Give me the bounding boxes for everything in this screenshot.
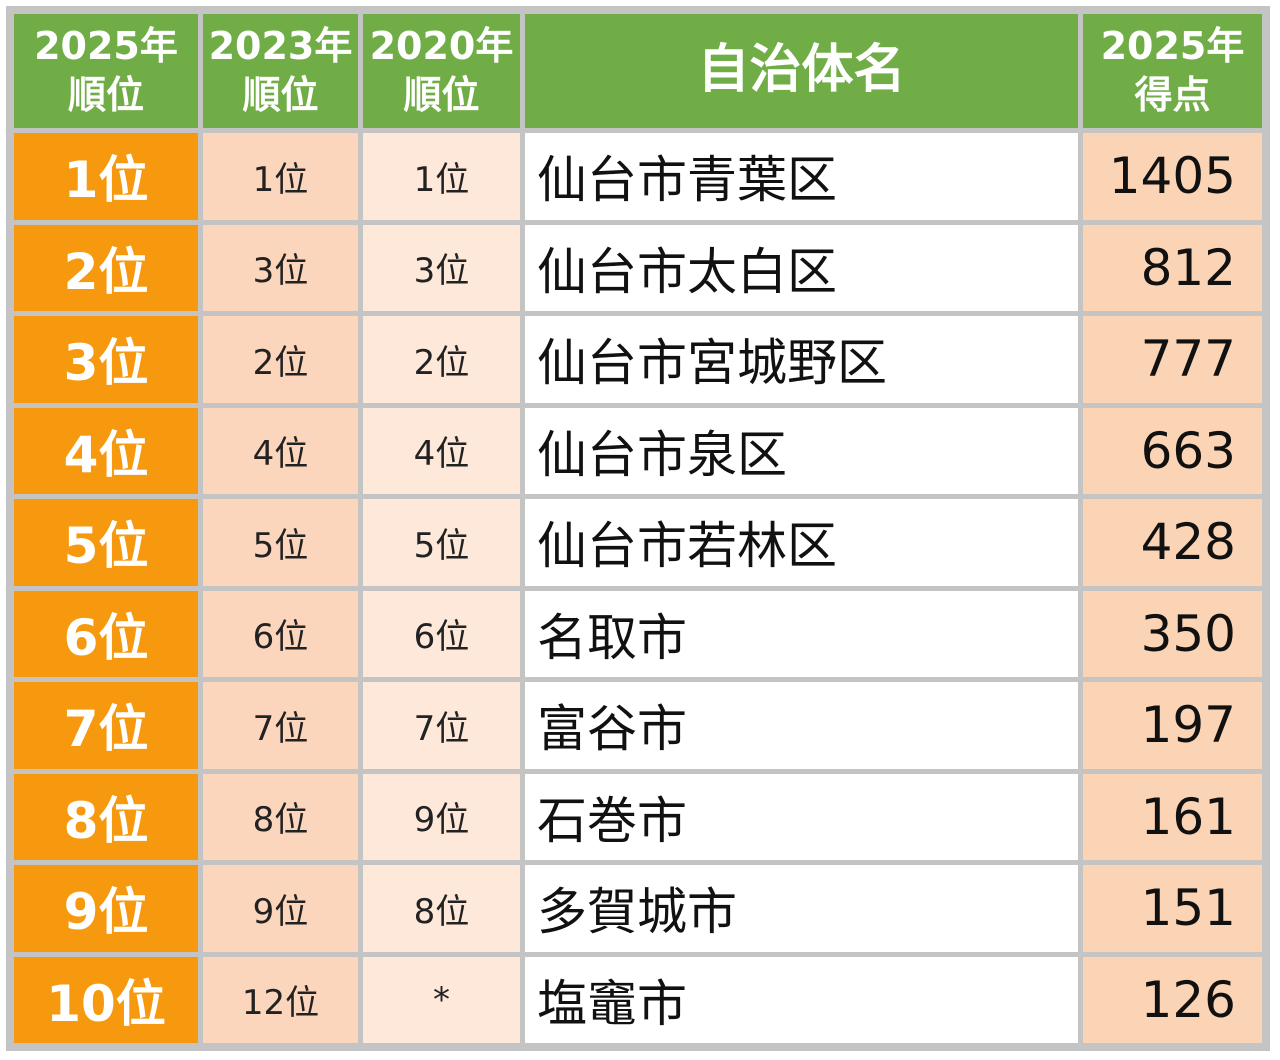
header-cell: 2025年得点 bbox=[1083, 14, 1262, 128]
score-2025: 350 bbox=[1083, 590, 1262, 677]
rank-2023: 4位 bbox=[203, 407, 358, 494]
municipality: 富谷市 bbox=[525, 682, 1078, 769]
rank-2023: 8位 bbox=[203, 773, 358, 860]
header-cell: 2020年順位 bbox=[363, 14, 520, 128]
rank-2025: 6位 bbox=[14, 590, 198, 677]
header-text: 2025年 bbox=[34, 23, 178, 68]
rank-2025: 1位 bbox=[14, 133, 198, 220]
municipality: 仙台市宮城野区 bbox=[525, 316, 1078, 403]
header-cell: 2025年順位 bbox=[14, 14, 198, 128]
header-text: 順位 bbox=[67, 73, 144, 117]
score-2025: 777 bbox=[1083, 316, 1262, 403]
score-2025: 1405 bbox=[1083, 133, 1262, 220]
municipality: 多賀城市 bbox=[525, 865, 1078, 952]
rank-2023: 12位 bbox=[203, 956, 358, 1043]
rank-2025: 10位 bbox=[14, 956, 198, 1043]
rank-2020: 2位 bbox=[363, 316, 520, 403]
municipality: 仙台市太白区 bbox=[525, 224, 1078, 311]
header-text: 順位 bbox=[403, 73, 480, 117]
rank-2023: 2位 bbox=[203, 316, 358, 403]
rank-2020: 4位 bbox=[363, 407, 520, 494]
ranking-table: 2025年 順位 2023年 順位 2020年 順位 自治体名 2025年 得点 1位 1位 1位 仙台… bbox=[14, 14, 1262, 1043]
rank-2020: 1位 bbox=[363, 133, 520, 220]
rank-2025: 5位 bbox=[14, 499, 198, 586]
score-2025: 161 bbox=[1083, 773, 1262, 860]
municipality: 名取市 bbox=[525, 590, 1078, 677]
rank-2020: 5位 bbox=[363, 499, 520, 586]
rank-2023: 3位 bbox=[203, 224, 358, 311]
rank-2025: 2位 bbox=[14, 224, 198, 311]
rank-2025: 9位 bbox=[14, 865, 198, 952]
rank-2020: * bbox=[363, 956, 520, 1043]
header-text: 自治体名 bbox=[697, 40, 906, 101]
rank-2025: 4位 bbox=[14, 407, 198, 494]
municipality: 仙台市青葉区 bbox=[525, 133, 1078, 220]
rank-2023: 5位 bbox=[203, 499, 358, 586]
rank-2023: 9位 bbox=[203, 865, 358, 952]
rank-2025: 8位 bbox=[14, 773, 198, 860]
header-text: 2025年 bbox=[1100, 23, 1245, 68]
rank-2020: 7位 bbox=[363, 682, 520, 769]
header-text: 順位 bbox=[242, 73, 319, 117]
score-2025: 151 bbox=[1083, 865, 1262, 952]
rank-2025: 7位 bbox=[14, 682, 198, 769]
score-2025: 126 bbox=[1083, 956, 1262, 1043]
rank-2020: 8位 bbox=[363, 865, 520, 952]
rank-2020: 6位 bbox=[363, 590, 520, 677]
rank-2023: 7位 bbox=[203, 682, 358, 769]
score-2025: 428 bbox=[1083, 499, 1262, 586]
rank-2023: 1位 bbox=[203, 133, 358, 220]
header-text: 2023年 bbox=[208, 23, 353, 68]
municipality: 石巻市 bbox=[525, 773, 1078, 860]
table-frame: 2025年 順位 2023年 順位 2020年 順位 自治体名 2025年 得点 1位 1位 1位 仙台… bbox=[6, 6, 1270, 1051]
municipality: 仙台市若林区 bbox=[525, 499, 1078, 586]
score-2025: 197 bbox=[1083, 682, 1262, 769]
municipality: 塩竈市 bbox=[525, 956, 1078, 1043]
score-2025: 663 bbox=[1083, 407, 1262, 494]
rank-2025: 3位 bbox=[14, 316, 198, 403]
header-cell: 自治体名 bbox=[525, 14, 1078, 128]
rank-2020: 3位 bbox=[363, 224, 520, 311]
header-text: 得点 bbox=[1134, 73, 1211, 117]
rank-2023: 6位 bbox=[203, 590, 358, 677]
rank-2020: 9位 bbox=[363, 773, 520, 860]
header-cell: 2023年順位 bbox=[203, 14, 358, 128]
score-2025: 812 bbox=[1083, 224, 1262, 311]
municipality: 仙台市泉区 bbox=[525, 407, 1078, 494]
header-text: 2020年 bbox=[369, 23, 514, 68]
